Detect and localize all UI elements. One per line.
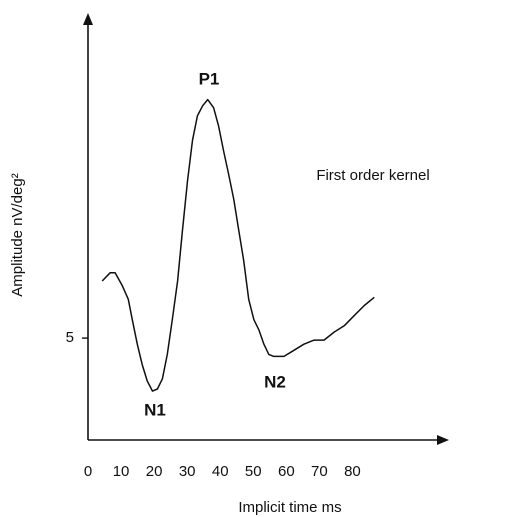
y-arrow	[83, 13, 93, 25]
x-tick-label: 30	[179, 463, 196, 480]
series-label: First order kernel	[316, 167, 429, 184]
x-tick-label: 60	[278, 463, 295, 480]
x-tick-label: 0	[84, 463, 92, 480]
x-axis-label: Implicit time ms	[238, 499, 341, 516]
peak-label: N2	[264, 372, 286, 391]
x-tick-label: 40	[212, 463, 229, 480]
x-arrow	[437, 435, 449, 445]
x-tick-label: 50	[245, 463, 262, 480]
peak-label: N1	[144, 400, 166, 419]
y-tick-label: 5	[66, 329, 74, 346]
x-tick-label: 70	[311, 463, 328, 480]
x-tick-label: 80	[344, 463, 361, 480]
x-tick-label: 10	[113, 463, 130, 480]
y-axis-label: Amplitude nV/deg²	[9, 173, 26, 296]
peak-label: P1	[199, 69, 220, 88]
line	[101, 98, 375, 392]
x-tick-label: 20	[146, 463, 163, 480]
